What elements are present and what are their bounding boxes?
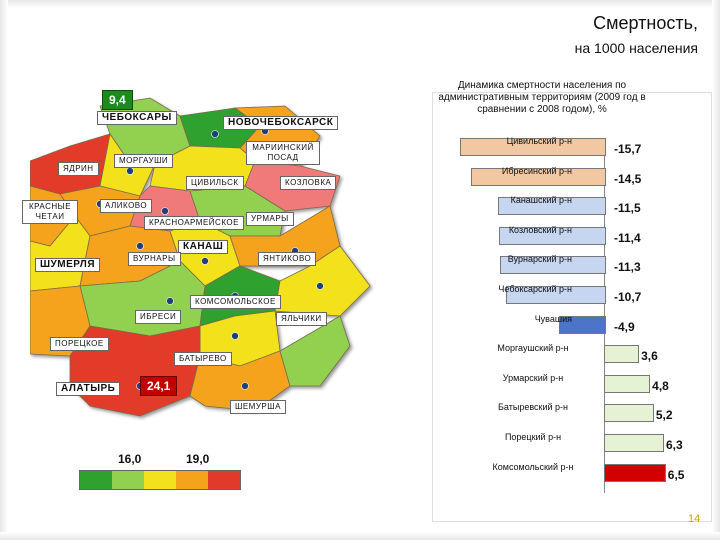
label-ibresi: ИБРЕСИ [135,310,182,324]
label-batyrevo: БАТЫРЕВО [174,352,232,366]
chart-data-label: -11,4 [614,230,641,245]
label-alatyr: АЛАТЫРЬ [56,382,121,396]
label-krasnoarmeyskoe: КРАСНОАРМЕЙСКОЕ [144,216,244,230]
chart-category-label: Козловский р-н [508,224,572,235]
chart-category-label: Вурнарский р-н [507,254,572,265]
label-kozlovka: КОЗЛОВКА [280,176,337,190]
chart-bar [459,138,606,156]
label-komsomolskoe: КОМСОМОЛЬСКОЕ [190,295,281,309]
marker-novocheboksarsk [211,130,219,138]
chart-panel [432,92,712,522]
label-shumerlya: ШУМЕРЛЯ [35,258,101,272]
legend-min-label: 16,0 [118,452,142,466]
chart-data-label: -14,5 [614,171,642,186]
marker-krasnoarmeyskoe [161,207,169,215]
chart-bar [604,345,640,364]
label-alikovo: АЛИКОВО [100,199,153,213]
label-novocheboksarsk: НОВОЧЕБОКСАРСК [223,116,339,130]
map-legend-scale [79,470,241,490]
district-shemursha-area [189,350,291,412]
chart-bar [500,256,606,275]
marker-yalchiki [316,282,324,290]
chart-category-label: Чебоксарский р-н [498,284,572,294]
title-main: Смертность, [593,13,698,33]
cheboksary-value: 9,4 [102,90,133,110]
marker-vurnary [136,242,144,250]
chart-data-label: -10,7 [614,290,642,304]
chart-bar [498,197,606,216]
chart-bar [604,374,651,393]
chart-category-label: Батыревский р-н [498,402,568,413]
chart-bar [604,404,654,423]
chart-data-label: 4,8 [652,378,669,393]
label-kanash: КАНАШ [178,240,229,254]
chart-title: Динамика смертности населения по админис… [438,80,646,115]
chart-bar [604,463,666,482]
label-krasnye-chetai: КРАСНЫЕ ЧЕТАИ [22,200,78,224]
chart-bar [558,315,606,334]
chart-data-label: 6,5 [667,467,685,482]
chart-category-label: Урмарский р-н [502,372,564,383]
marker-shemursha [241,382,249,390]
chart-data-label: 3,6 [641,349,658,364]
chart-category-label: Цивильский р-н [506,136,572,146]
district-southeast-area [279,315,351,387]
chart-data-label: -11,3 [614,260,641,275]
marker-ibresi [166,297,174,305]
label-yantikovo: ЯНТИКОВО [258,252,317,266]
label-poretskoe: ПОРЕЦКОЕ [50,337,109,351]
chart-bar [470,167,606,186]
label-yalchiki: ЯЛЬЧИКИ [276,312,327,326]
label-tsivilsk: ЦИВИЛЬСК [186,176,244,190]
label-yadrin: ЯДРИН [58,162,99,176]
chart-category-label: Комсомольский р-н [492,461,574,472]
label-morgaushi: МОРГАУШИ [114,154,174,168]
chart-data-label: 6,3 [665,438,683,452]
chart-data-label: 5,2 [655,408,673,423]
chart-bar [505,286,606,304]
chart-category-label: Порецкий р-н [504,432,562,442]
chart-bar [499,226,606,245]
label-urmary: УРМАРЫ [246,212,294,226]
chart-category-label: Канашский р-н [510,195,572,206]
marker-kanash [201,257,209,265]
chart-category-label: Ибресинский р-н [501,165,572,176]
label-mariinsky-posad: МАРИИНСКИЙ ПОСАД [246,141,320,165]
chart-category-label: Чувашия [534,313,572,324]
chart-data-label: -11,5 [614,201,641,216]
slide-title: Смертность, на 1000 населения [575,12,698,58]
chart-data-label: -4,9 [614,319,635,334]
marker-morgaushi [126,167,134,175]
chart-category-label: Моргаушский р-н [497,343,569,354]
chart-bar [604,434,664,452]
chart-data-label: -15,7 [614,142,642,156]
label-shemursha: ШЕМУРША [230,400,286,414]
title-subtitle: на 1000 населения [574,40,698,56]
label-vurnary: ВУРНАРЫ [128,252,181,266]
label-cheboksary: ЧЕБОКСАРЫ [97,111,177,125]
marker-batyrevo [231,332,239,340]
page-number: 14 [688,513,701,525]
legend-max-label: 19,0 [186,452,210,466]
alatyr-value: 24,1 [140,376,178,396]
